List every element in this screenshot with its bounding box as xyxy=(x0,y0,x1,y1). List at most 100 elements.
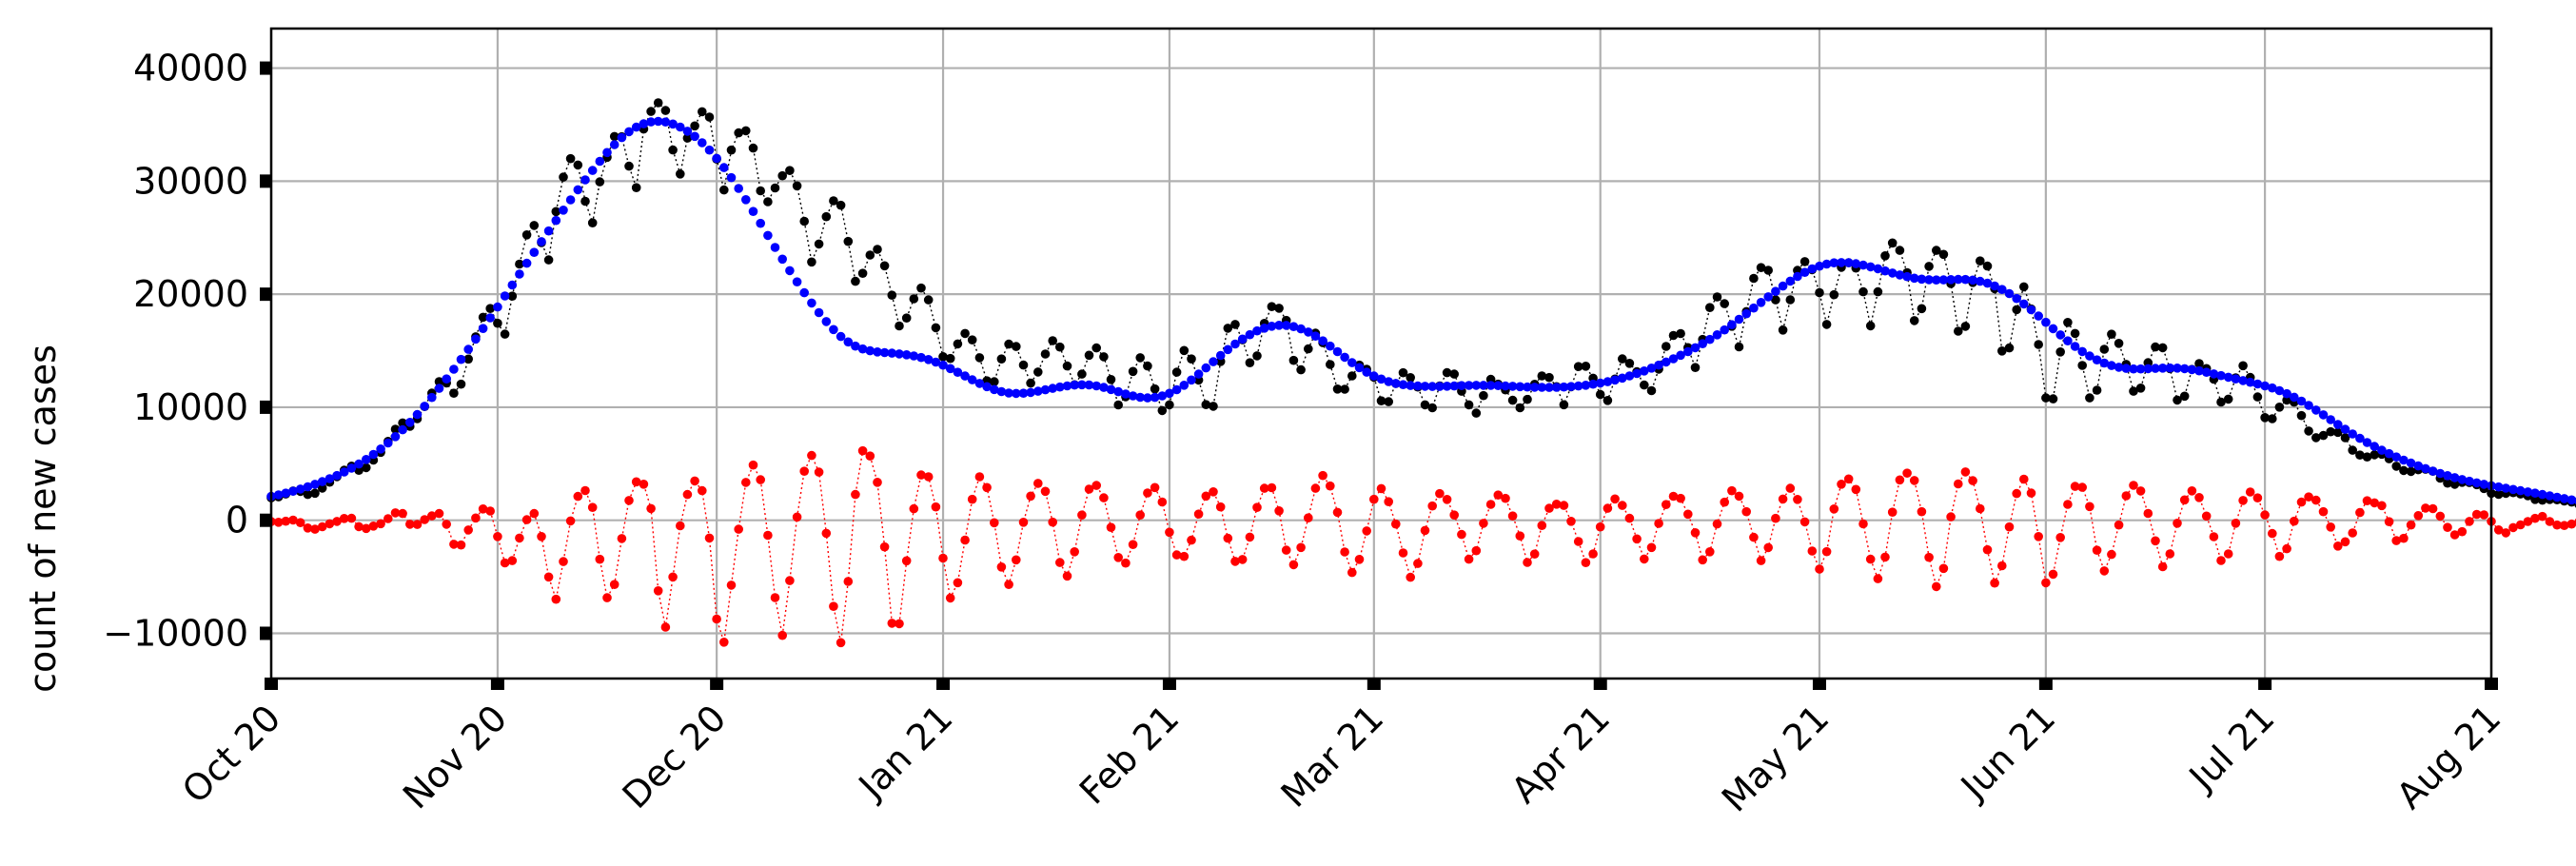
data-point xyxy=(2559,521,2569,530)
data-point xyxy=(1705,334,1715,344)
data-point xyxy=(873,347,882,357)
data-point xyxy=(974,379,985,388)
data-point xyxy=(1954,326,1963,336)
data-point xyxy=(2362,496,2372,505)
data-point xyxy=(676,169,685,179)
data-point xyxy=(901,556,912,566)
x-tick-mark xyxy=(1367,678,1381,690)
data-point xyxy=(2129,386,2138,396)
x-tick-mark xyxy=(936,678,951,690)
data-point xyxy=(734,524,743,534)
data-point xyxy=(317,477,327,486)
x-tick-mark xyxy=(2485,678,2498,690)
data-point xyxy=(500,291,510,301)
data-point xyxy=(515,533,524,543)
data-point xyxy=(2048,324,2058,334)
data-point xyxy=(1113,400,1123,410)
data-point xyxy=(2457,475,2468,484)
data-point xyxy=(1165,388,1174,399)
data-point xyxy=(1442,495,1452,504)
data-point xyxy=(1932,275,1941,285)
data-point xyxy=(1288,560,1299,570)
data-point xyxy=(1332,507,1343,518)
data-point xyxy=(1654,360,1663,370)
y-tick-label: 0 xyxy=(226,500,248,541)
data-point xyxy=(2530,513,2540,523)
data-point xyxy=(1668,491,1679,502)
data-point xyxy=(704,145,715,155)
data-point xyxy=(1960,322,1971,331)
data-point xyxy=(2421,463,2430,474)
data-point xyxy=(2209,369,2219,379)
data-point xyxy=(770,183,780,193)
data-point xyxy=(427,392,437,403)
data-point xyxy=(1193,509,1204,519)
data-point xyxy=(537,532,546,541)
data-point xyxy=(529,221,540,230)
data-point xyxy=(1040,384,1051,395)
data-point xyxy=(580,175,590,185)
data-point xyxy=(2508,484,2518,495)
data-point xyxy=(1398,367,1408,378)
data-point xyxy=(2216,370,2226,381)
data-point xyxy=(1391,519,1401,529)
x-tick-label: Apr 21 xyxy=(1504,697,1618,811)
data-point xyxy=(1150,384,1160,394)
data-point xyxy=(1449,369,1459,379)
data-point xyxy=(2318,506,2329,517)
data-point xyxy=(1121,558,1131,568)
data-point xyxy=(1968,275,1977,285)
data-point xyxy=(2318,410,2329,420)
data-point xyxy=(2077,361,2087,370)
data-point xyxy=(2471,509,2482,520)
x-tick-mark xyxy=(2258,678,2272,690)
data-point xyxy=(2391,536,2401,545)
data-point xyxy=(288,486,298,496)
data-point xyxy=(1384,397,1393,406)
data-point xyxy=(1624,513,1635,523)
data-point xyxy=(2129,481,2138,490)
data-point xyxy=(412,409,423,420)
data-point xyxy=(1048,336,1057,345)
data-point xyxy=(1479,381,1488,390)
y-tick-label: −10000 xyxy=(103,612,248,654)
data-point xyxy=(1084,380,1094,390)
data-point xyxy=(756,218,765,228)
data-point xyxy=(449,540,459,549)
data-point xyxy=(2274,403,2285,412)
data-point xyxy=(1398,380,1408,390)
data-point xyxy=(2530,488,2540,498)
data-point xyxy=(1771,513,1780,523)
data-point xyxy=(1471,381,1482,390)
data-point xyxy=(1646,542,1657,553)
data-point xyxy=(2435,511,2446,522)
data-point xyxy=(1690,363,1701,373)
data-point xyxy=(2290,516,2299,526)
data-point xyxy=(1982,278,1993,288)
data-point xyxy=(1326,341,1335,351)
data-point xyxy=(2501,483,2511,493)
data-point xyxy=(1946,512,1956,522)
data-point xyxy=(507,556,518,565)
data-point xyxy=(551,207,561,217)
data-point xyxy=(281,516,291,526)
data-point xyxy=(2399,465,2409,476)
x-tick-mark xyxy=(490,678,504,690)
data-point xyxy=(857,445,868,456)
data-point xyxy=(595,156,605,167)
data-point xyxy=(1501,381,1510,391)
data-point xyxy=(1603,396,1613,405)
data-point xyxy=(1909,476,1919,485)
data-point xyxy=(2268,414,2277,423)
data-point xyxy=(2443,471,2452,481)
data-point xyxy=(2260,381,2270,391)
data-point xyxy=(478,324,488,334)
data-point xyxy=(1406,381,1415,390)
data-point xyxy=(624,496,634,505)
data-point xyxy=(646,503,656,514)
data-point xyxy=(463,525,474,535)
data-point xyxy=(2508,522,2518,533)
data-point xyxy=(990,518,999,528)
data-point xyxy=(1362,367,1371,377)
data-point xyxy=(2479,510,2489,520)
